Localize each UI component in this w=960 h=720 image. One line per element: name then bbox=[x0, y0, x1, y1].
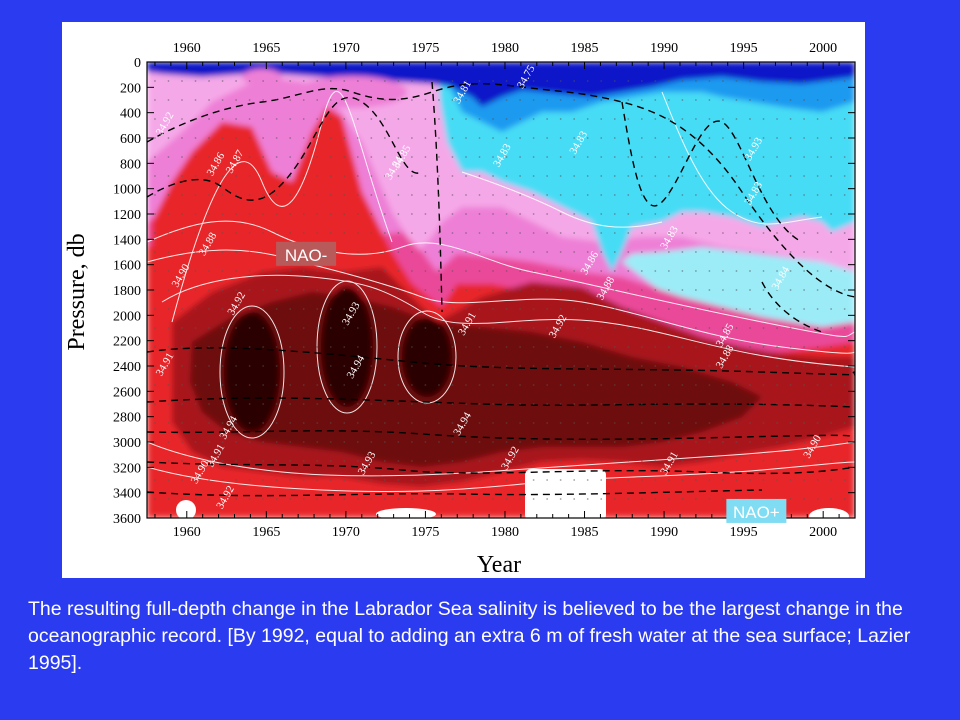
slide-caption: The resulting full-depth change in the L… bbox=[28, 598, 911, 674]
x-tick-label-bottom: 1995 bbox=[730, 525, 758, 540]
nao-label: NAO+ bbox=[733, 503, 780, 522]
nao-label: NAO- bbox=[285, 246, 328, 265]
x-tick-label-bottom: 1975 bbox=[411, 525, 439, 540]
x-tick-label-bottom: 1970 bbox=[332, 525, 360, 540]
x-tick-label-top: 1960 bbox=[173, 41, 201, 56]
y-axis-title: Pressure, db bbox=[64, 233, 90, 350]
y-tick-label: 2200 bbox=[113, 335, 141, 350]
nao-label-box bbox=[726, 498, 787, 523]
x-tick-label-top: 1995 bbox=[730, 41, 758, 56]
y-tick-label: 1400 bbox=[113, 233, 141, 248]
y-tick-label: 2000 bbox=[113, 309, 141, 324]
y-tick-label: 3400 bbox=[113, 487, 141, 502]
y-tick-label: 1000 bbox=[113, 183, 141, 198]
y-tick-label: 3600 bbox=[113, 512, 141, 527]
x-tick-label-bottom: 1965 bbox=[252, 525, 280, 540]
y-tick-label: 2600 bbox=[113, 385, 141, 400]
y-tick-label: 3000 bbox=[113, 436, 141, 451]
x-tick-label-top: 1965 bbox=[252, 41, 280, 56]
x-tick-label-top: 2000 bbox=[809, 41, 837, 56]
x-tick-label-bottom: 1985 bbox=[571, 525, 599, 540]
y-axis: 0 200 400 600 800 1000 1200 1400 1600 1800 2000 220… bbox=[113, 56, 855, 527]
y-tick-label: 2800 bbox=[113, 411, 141, 426]
y-tick-label: 1200 bbox=[113, 208, 141, 223]
y-tick-label: 800 bbox=[120, 157, 141, 172]
y-tick-label: 3200 bbox=[113, 461, 141, 476]
nao-label-box bbox=[276, 241, 337, 266]
x-tick-label-top: 1970 bbox=[332, 41, 360, 56]
y-tick-label: 0 bbox=[134, 56, 141, 71]
y-tick-label: 600 bbox=[120, 132, 141, 147]
x-tick-label-top: 1985 bbox=[571, 41, 599, 56]
x-tick-label-bottom: 1990 bbox=[650, 525, 678, 540]
y-tick-label: 2400 bbox=[113, 360, 141, 375]
y-tick-label: 400 bbox=[120, 107, 141, 122]
x-tick-label-top: 1975 bbox=[411, 41, 439, 56]
x-tick-label-bottom: 1980 bbox=[491, 525, 519, 540]
x-tick-label-bottom: 1960 bbox=[173, 525, 201, 540]
x-axis-bottom: 1960 1965 1970 1975 1980 1985 1990 1995 2000 bbox=[154, 511, 856, 540]
salinity-figure: 34.92 34.86 34.87 34.88 34.90 34.91 34.92 34.93… bbox=[62, 22, 865, 578]
y-tick-label: 200 bbox=[120, 81, 141, 96]
x-axis-top: 1960 1965 1970 1975 1980 1985 1990 1995 2000 bbox=[154, 41, 856, 69]
x-tick-label-bottom: 2000 bbox=[809, 525, 837, 540]
x-axis-title: Year bbox=[477, 552, 521, 578]
y-tick-label: 1600 bbox=[113, 259, 141, 274]
x-tick-label-top: 1980 bbox=[491, 41, 519, 56]
x-tick-label-top: 1990 bbox=[650, 41, 678, 56]
y-tick-label: 1800 bbox=[113, 284, 141, 299]
